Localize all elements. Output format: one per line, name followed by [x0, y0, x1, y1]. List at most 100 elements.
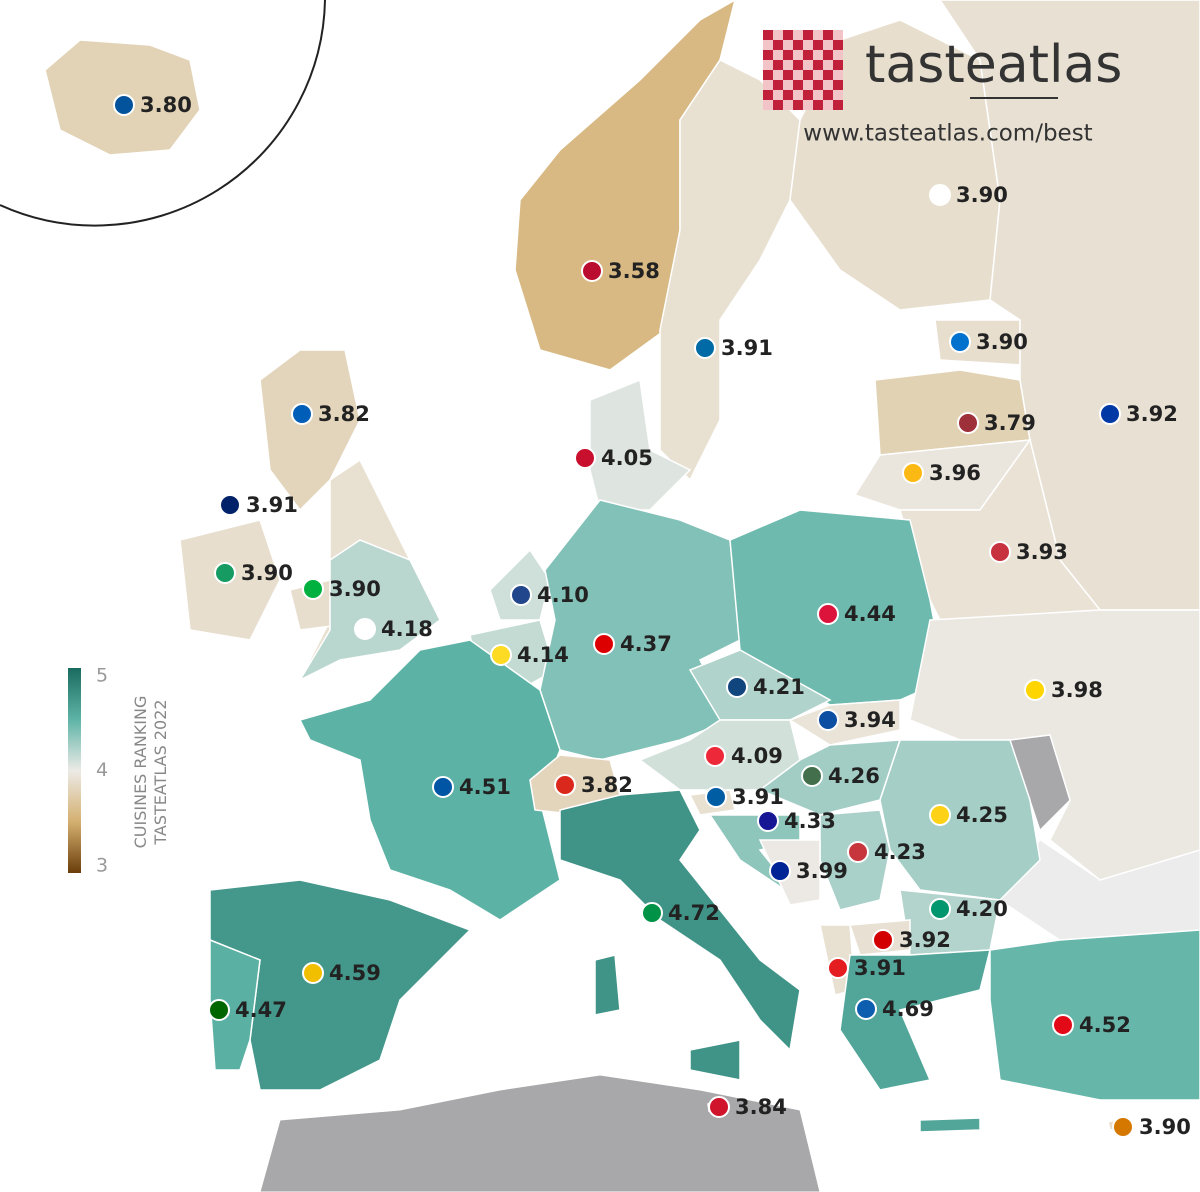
- logo-check: [783, 50, 793, 60]
- flag: [929, 898, 951, 920]
- logo-check: [823, 50, 833, 60]
- flag: [872, 929, 894, 951]
- logo-check: [833, 100, 843, 110]
- logo-check: [773, 60, 783, 70]
- logo-check: [773, 70, 783, 80]
- region: [689, 1039, 741, 1081]
- logo-check: [773, 50, 783, 60]
- africa: [259, 1074, 821, 1192]
- logo-check: [773, 30, 783, 40]
- logo-check: [793, 100, 803, 110]
- flag: [291, 403, 313, 425]
- logo-check: [823, 90, 833, 100]
- flag: [302, 578, 324, 600]
- score-label: 4.44: [844, 602, 896, 626]
- flag: [510, 584, 532, 606]
- score-label: 3.80: [140, 93, 192, 117]
- logo-check: [813, 50, 823, 60]
- flag: [208, 999, 230, 1021]
- logo-check: [793, 30, 803, 40]
- logo-check: [773, 100, 783, 110]
- score-label: 4.59: [329, 961, 381, 985]
- score-label: 4.25: [956, 803, 1008, 827]
- score-label: 3.96: [929, 461, 981, 485]
- score-label: 3.82: [318, 402, 370, 426]
- flag: [694, 337, 716, 359]
- flag: [302, 962, 324, 984]
- score-label: 4.72: [668, 901, 720, 925]
- score-label: 3.98: [1051, 678, 1103, 702]
- url: www.tasteatlas.com/best: [803, 121, 1092, 147]
- logo-check: [813, 70, 823, 80]
- region: [589, 378, 692, 511]
- logo-check: [803, 40, 813, 50]
- logo-check: [783, 70, 793, 80]
- logo-check: [823, 30, 833, 40]
- flag: [219, 494, 241, 516]
- flag: [817, 603, 839, 625]
- flag: [705, 786, 727, 808]
- score-label: 4.05: [601, 446, 653, 470]
- logo-check: [793, 40, 803, 50]
- flag: [769, 860, 791, 882]
- colorbar: [68, 668, 81, 873]
- logo-check: [783, 40, 793, 50]
- logo-check: [823, 40, 833, 50]
- logo-check: [813, 100, 823, 110]
- score-label: 4.09: [731, 744, 783, 768]
- logo-check: [763, 90, 773, 100]
- score-label: 4.21: [753, 675, 805, 699]
- logo-check: [793, 70, 803, 80]
- logo-check: [763, 50, 773, 60]
- score-label: 3.92: [1126, 402, 1178, 426]
- logo-check: [783, 80, 793, 90]
- region: [298, 539, 441, 682]
- score-label: 3.91: [721, 336, 773, 360]
- logo-check: [833, 90, 843, 100]
- flag: [1112, 1116, 1134, 1138]
- logo-check: [833, 40, 843, 50]
- score-label: 4.26: [828, 764, 880, 788]
- score-label: 3.90: [329, 577, 381, 601]
- score-label: 4.33: [784, 809, 836, 833]
- flag: [817, 709, 839, 731]
- logo-check: [823, 70, 833, 80]
- flag: [989, 541, 1011, 563]
- flag: [726, 676, 748, 698]
- region: [839, 949, 991, 1091]
- score-label: 4.37: [620, 632, 672, 656]
- flag: [574, 447, 596, 469]
- score-label: 3.90: [976, 330, 1028, 354]
- score-label: 3.92: [899, 928, 951, 952]
- colorbar-title: CUISINES RANKING: [131, 696, 150, 849]
- logo-check: [823, 80, 833, 90]
- logo-check: [823, 60, 833, 70]
- flag: [354, 618, 376, 640]
- region: [909, 609, 1200, 881]
- score-label: 4.52: [1079, 1013, 1131, 1037]
- logo-check: [833, 80, 843, 90]
- logo-check: [813, 40, 823, 50]
- logo-check: [793, 50, 803, 60]
- score-label: 3.79: [984, 411, 1036, 435]
- region: [594, 954, 621, 1016]
- score-label: 4.14: [517, 643, 569, 667]
- flag: [704, 745, 726, 767]
- score-label: 4.47: [235, 998, 287, 1022]
- colorbar-title: TASTEATLAS 2022: [151, 699, 170, 845]
- region: [989, 929, 1200, 1101]
- logo-check: [803, 80, 813, 90]
- flag: [847, 841, 869, 863]
- flag: [757, 810, 779, 832]
- inset-border: [0, 0, 326, 227]
- logo-check: [793, 60, 803, 70]
- score-label: 4.51: [459, 775, 511, 799]
- flag: [957, 412, 979, 434]
- score-label: 4.10: [537, 583, 589, 607]
- flag: [929, 184, 951, 206]
- score-label: 3.82: [581, 773, 633, 797]
- flag: [929, 804, 951, 826]
- logo-check: [803, 50, 813, 60]
- region: [879, 739, 1041, 901]
- region: [259, 349, 361, 512]
